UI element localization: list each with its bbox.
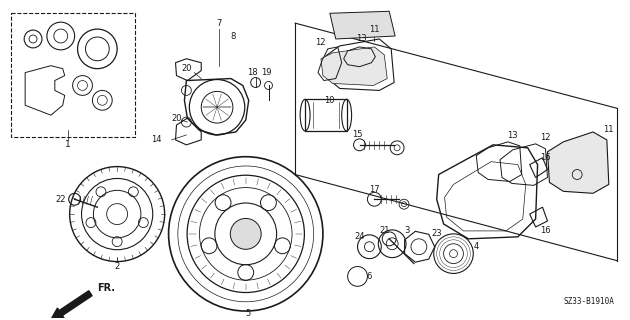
Text: 8: 8 (230, 31, 236, 41)
Polygon shape (330, 11, 395, 39)
Text: FR.: FR. (98, 283, 115, 293)
Text: 13: 13 (356, 35, 367, 44)
Text: 10: 10 (324, 96, 335, 105)
FancyArrow shape (51, 291, 92, 320)
Circle shape (231, 219, 261, 249)
Text: 16: 16 (540, 227, 551, 236)
Text: 21: 21 (379, 227, 389, 236)
Text: 16: 16 (540, 153, 551, 162)
Text: 13: 13 (508, 132, 518, 140)
Polygon shape (321, 47, 387, 85)
Text: 3: 3 (404, 227, 410, 236)
Text: 20: 20 (171, 114, 181, 123)
Text: 19: 19 (261, 68, 272, 77)
Text: 18: 18 (248, 68, 258, 77)
Text: 24: 24 (354, 232, 365, 241)
Polygon shape (547, 132, 609, 193)
Bar (305, 99, 347, 131)
Text: 23: 23 (432, 229, 442, 238)
Text: 17: 17 (369, 185, 380, 194)
Text: 4: 4 (474, 242, 479, 251)
Text: 11: 11 (604, 125, 614, 134)
Text: 12: 12 (541, 133, 551, 142)
Text: 2: 2 (115, 262, 120, 271)
Text: 14: 14 (151, 135, 162, 144)
Bar (11, 13, 135, 137)
Text: 1: 1 (65, 140, 71, 149)
Text: 20: 20 (181, 64, 192, 73)
Text: 12: 12 (315, 38, 325, 47)
Text: 11: 11 (369, 25, 380, 34)
Text: SZ33-B1910A: SZ33-B1910A (564, 297, 615, 306)
Text: 6: 6 (367, 272, 372, 281)
Text: 15: 15 (352, 131, 363, 140)
Text: 7: 7 (216, 19, 222, 28)
Text: 5: 5 (245, 308, 250, 317)
Text: 22: 22 (55, 195, 66, 204)
